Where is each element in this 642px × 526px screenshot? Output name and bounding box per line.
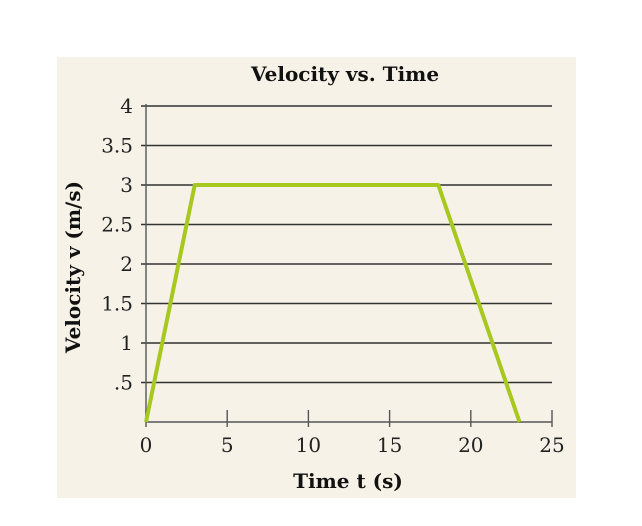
x-tick-label: 15 [377, 433, 402, 457]
series-layer [144, 183, 522, 423]
y-tick-label: 3 [120, 173, 133, 197]
y-tick-label: .5 [114, 371, 133, 395]
y-tick-label: 4 [120, 94, 133, 118]
x-ticks: 0 5 10 15 20 25 [140, 410, 565, 457]
velocity-line [144, 183, 522, 423]
x-tick-label: 5 [221, 433, 234, 457]
y-ticks: .5 1 1.5 2 2.5 3 3.5 4 [101, 94, 133, 395]
y-tick-label: 2.5 [101, 213, 133, 237]
y-tick-label: 2 [120, 252, 133, 276]
x-tick-label: 0 [140, 433, 153, 457]
x-tick-label: 25 [539, 433, 564, 457]
x-axis-title: Time t (s) [293, 469, 403, 493]
chart-title: Velocity vs. Time [250, 62, 439, 86]
chart-panel [57, 57, 576, 498]
x-tick-label: 10 [296, 433, 321, 457]
y-axis-title: Velocity v (m/s) [61, 181, 85, 354]
y-tick-label: 1 [120, 331, 133, 355]
axes [145, 104, 552, 423]
y-tick-label: 3.5 [101, 134, 133, 158]
y-tick-label: 1.5 [101, 292, 133, 316]
x-tick-label: 20 [458, 433, 483, 457]
